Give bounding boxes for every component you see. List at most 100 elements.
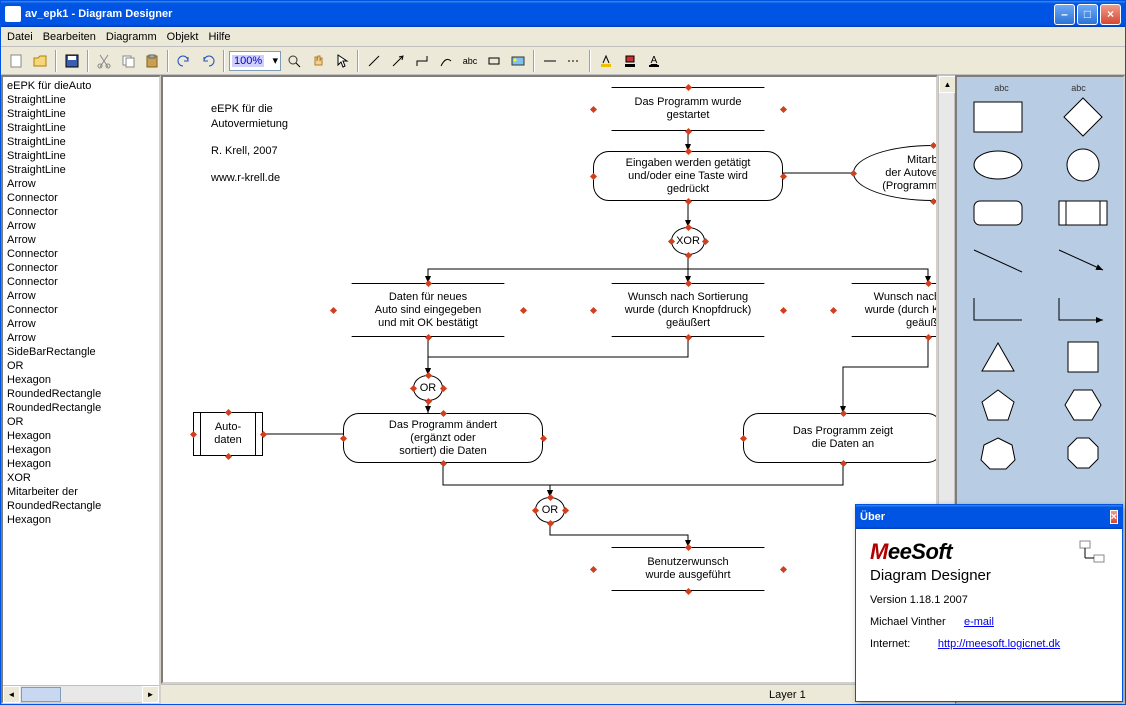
- list-item[interactable]: StraightLine: [5, 93, 157, 107]
- list-item[interactable]: StraightLine: [5, 149, 157, 163]
- zoom-tool-icon[interactable]: [283, 50, 305, 72]
- redo-icon[interactable]: [197, 50, 219, 72]
- list-item[interactable]: Hexagon: [5, 429, 157, 443]
- palette-circle[interactable]: [1048, 145, 1117, 185]
- url-link[interactable]: http://meesoft.logicnet.dk: [938, 638, 1060, 650]
- list-item[interactable]: eEPK für dieAuto: [5, 79, 157, 93]
- edge[interactable]: [550, 523, 688, 547]
- scroll-right-icon[interactable]: ►: [142, 686, 159, 703]
- node-d_new[interactable]: Daten für neuesAuto sind eingegebenund m…: [333, 283, 523, 337]
- image-tool-icon[interactable]: [507, 50, 529, 72]
- palette-heptagon[interactable]: [963, 433, 1032, 473]
- list-item[interactable]: Connector: [5, 205, 157, 219]
- cut-icon[interactable]: [93, 50, 115, 72]
- edge[interactable]: [428, 337, 688, 375]
- list-item[interactable]: Connector: [5, 261, 157, 275]
- list-item[interactable]: OR: [5, 415, 157, 429]
- text-color-icon[interactable]: A: [643, 50, 665, 72]
- node-show[interactable]: Das Programm zeigtdie Daten an: [743, 413, 938, 463]
- list-item[interactable]: SideBarRectangle: [5, 345, 157, 359]
- open-file-icon[interactable]: [29, 50, 51, 72]
- menu-bearbeiten[interactable]: Bearbeiten: [43, 31, 96, 43]
- list-item[interactable]: Mitarbeiter der: [5, 485, 157, 499]
- list-item[interactable]: Connector: [5, 303, 157, 317]
- fill-color-icon[interactable]: [619, 50, 641, 72]
- palette-pentagon[interactable]: [963, 385, 1032, 425]
- list-item[interactable]: StraightLine: [5, 135, 157, 149]
- list-item[interactable]: Hexagon: [5, 513, 157, 527]
- curve-tool-icon[interactable]: [435, 50, 457, 72]
- line-color-icon[interactable]: [595, 50, 617, 72]
- line-style-icon[interactable]: [539, 50, 561, 72]
- list-item[interactable]: Connector: [5, 275, 157, 289]
- copy-icon[interactable]: [117, 50, 139, 72]
- edge[interactable]: [428, 255, 688, 283]
- list-item[interactable]: Connector: [5, 247, 157, 261]
- node-done[interactable]: Benutzerwunschwurde ausgeführt: [593, 547, 783, 591]
- select-tool-icon[interactable]: [331, 50, 353, 72]
- pan-tool-icon[interactable]: [307, 50, 329, 72]
- list-item[interactable]: RoundedRectangle: [5, 387, 157, 401]
- list-item[interactable]: OR: [5, 359, 157, 373]
- node-change[interactable]: Das Programm ändert(ergänzt odersortiert…: [343, 413, 543, 463]
- arrow-tool-icon[interactable]: [387, 50, 409, 72]
- palette-triangle[interactable]: [963, 337, 1032, 377]
- object-list[interactable]: eEPK für dieAutoStraightLineStraightLine…: [3, 77, 159, 685]
- scroll-up-icon[interactable]: ▲: [939, 76, 956, 93]
- palette-arrow[interactable]: [1048, 241, 1117, 281]
- palette-connector[interactable]: [963, 289, 1032, 329]
- list-item[interactable]: StraightLine: [5, 107, 157, 121]
- node-d_sort[interactable]: Wunsch nach Sortierungwurde (durch Knopf…: [593, 283, 783, 337]
- menu-diagramm[interactable]: Diagramm: [106, 31, 157, 43]
- list-item[interactable]: StraightLine: [5, 163, 157, 177]
- list-item[interactable]: Arrow: [5, 317, 157, 331]
- palette-rounded-rect[interactable]: [963, 193, 1032, 233]
- palette-connector-arrow[interactable]: [1048, 289, 1117, 329]
- list-item[interactable]: Arrow: [5, 177, 157, 191]
- palette-hexagon[interactable]: [1048, 385, 1117, 425]
- email-link[interactable]: e-mail: [964, 616, 994, 628]
- close-button[interactable]: ×: [1100, 4, 1121, 25]
- palette-octagon[interactable]: [1048, 433, 1117, 473]
- node-input[interactable]: Eingaben werden getätigtund/oder eine Ta…: [593, 151, 783, 201]
- diagram-canvas[interactable]: eEPK für die Autovermietung R. Krell, 20…: [161, 75, 938, 684]
- list-item[interactable]: Arrow: [5, 219, 157, 233]
- list-item[interactable]: Hexagon: [5, 443, 157, 457]
- palette-diamond[interactable]: [1048, 97, 1117, 137]
- list-item[interactable]: StraightLine: [5, 121, 157, 135]
- palette-square[interactable]: [1048, 337, 1117, 377]
- list-item[interactable]: Arrow: [5, 233, 157, 247]
- minimize-button[interactable]: –: [1054, 4, 1075, 25]
- palette-sidebar-rect[interactable]: [1048, 193, 1117, 233]
- paste-icon[interactable]: [141, 50, 163, 72]
- connector-tool-icon[interactable]: [411, 50, 433, 72]
- list-item[interactable]: Arrow: [5, 331, 157, 345]
- save-icon[interactable]: [61, 50, 83, 72]
- menu-hilfe[interactable]: Hilfe: [208, 31, 230, 43]
- rect-tool-icon[interactable]: [483, 50, 505, 72]
- palette-line[interactable]: [963, 241, 1032, 281]
- menu-objekt[interactable]: Objekt: [167, 31, 199, 43]
- text-tool-icon[interactable]: abc: [459, 50, 481, 72]
- edge[interactable]: [688, 255, 928, 283]
- edge[interactable]: [443, 463, 550, 497]
- line-tool-icon[interactable]: [363, 50, 385, 72]
- maximize-button[interactable]: □: [1077, 4, 1098, 25]
- zoom-combo[interactable]: 100%▾: [229, 51, 281, 71]
- titlebar[interactable]: av_epk1 - Diagram Designer – □ ×: [1, 1, 1125, 27]
- menu-datei[interactable]: Datei: [7, 31, 33, 43]
- edge[interactable]: [843, 337, 928, 413]
- about-close-button[interactable]: ×: [1110, 510, 1118, 524]
- list-item[interactable]: Connector: [5, 191, 157, 205]
- list-item[interactable]: RoundedRectangle: [5, 401, 157, 415]
- new-file-icon[interactable]: [5, 50, 27, 72]
- undo-icon[interactable]: [173, 50, 195, 72]
- scroll-left-icon[interactable]: ◄: [3, 686, 20, 703]
- node-d_show[interactable]: Wunsch nach Anzeigewurde (durch Knopfdru…: [833, 283, 938, 337]
- list-item[interactable]: RoundedRectangle: [5, 499, 157, 513]
- about-titlebar[interactable]: Über ×: [856, 505, 1122, 529]
- palette-rectangle[interactable]: [963, 97, 1032, 137]
- node-start[interactable]: Das Programm wurdegestartet: [593, 87, 783, 131]
- list-item[interactable]: Hexagon: [5, 457, 157, 471]
- list-item[interactable]: XOR: [5, 471, 157, 485]
